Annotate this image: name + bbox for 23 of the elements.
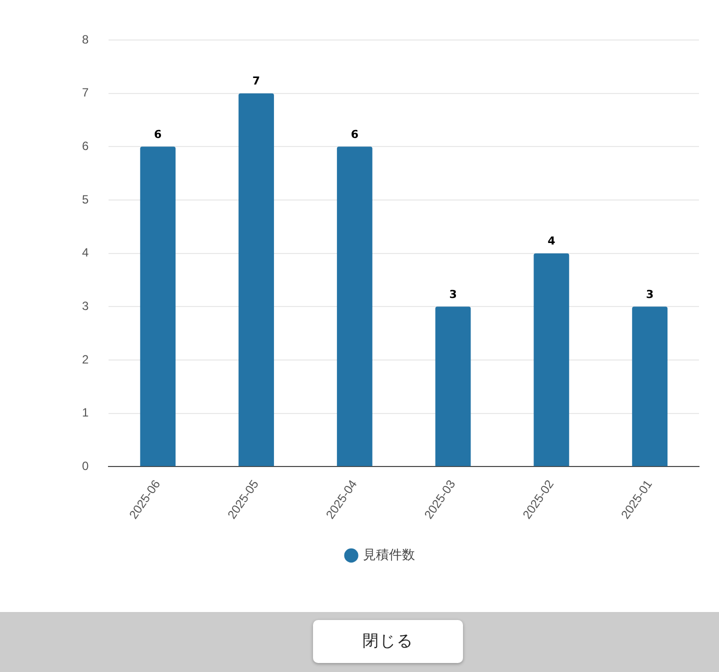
y-tick-label: 0 xyxy=(82,458,89,473)
data-label: 7 xyxy=(252,74,260,88)
y-tick-label: 1 xyxy=(82,406,89,420)
y-tick-label: 6 xyxy=(82,138,89,153)
close-button: 閉じる xyxy=(313,620,463,663)
y-tick-label: 3 xyxy=(82,298,89,313)
data-label: 6 xyxy=(350,128,359,142)
data-label: 6 xyxy=(154,128,162,142)
y-tick-label: 4 xyxy=(82,246,89,260)
bar xyxy=(336,146,372,466)
data-label: 3 xyxy=(646,288,654,302)
bar xyxy=(632,306,668,466)
bar xyxy=(534,253,570,466)
y-tick-label: 5 xyxy=(82,192,89,206)
data-label: 3 xyxy=(449,288,457,302)
data-label: 4 xyxy=(548,234,556,248)
bar xyxy=(140,146,176,466)
y-tick-label: 2 xyxy=(82,352,89,366)
y-tick-label: 7 xyxy=(82,86,89,100)
bar xyxy=(435,306,471,466)
bar xyxy=(238,93,274,466)
y-tick-label: 8 xyxy=(82,32,89,46)
legend-label: 見積件数 xyxy=(362,547,415,562)
